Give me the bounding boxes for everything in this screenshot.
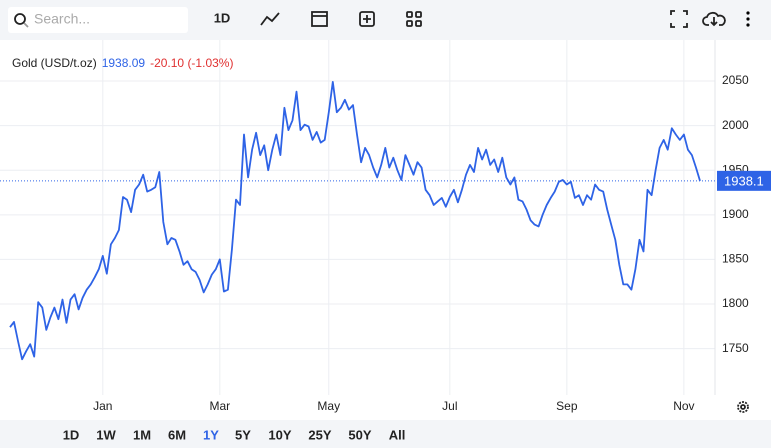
range-button[interactable]: 25Y [308,427,331,442]
price-line [9,81,701,361]
x-tick-label: Jan [93,399,112,413]
search-icon-handle [23,22,29,28]
range-button[interactable]: 1M [133,427,151,442]
range-button[interactable]: 50Y [348,427,371,442]
gear-hole [740,404,746,410]
current-price-label: 1938.1 [724,173,764,188]
fullscreen-icon[interactable] [670,10,688,28]
range-bar [0,420,771,448]
add-indicator-icon[interactable] [359,11,375,27]
search-box[interactable] [8,7,188,33]
dot [746,11,750,15]
x-tick-label: Sep [556,399,578,413]
x-tick-label: May [317,399,340,413]
range-button[interactable]: 6M [168,427,186,442]
cell [406,20,413,27]
last-price: 1938.09 [102,56,146,70]
chart-type-icon[interactable] [260,12,280,26]
y-tick-label: 1900 [722,207,749,221]
layout-icon[interactable] [406,11,422,27]
price-change: -20.10 (-1.03%) [150,56,233,70]
search-placeholder[interactable]: Search... [34,11,90,27]
gear [737,401,749,413]
range-button[interactable]: 1Y [203,427,219,442]
range-button[interactable]: 10Y [268,427,291,442]
range-button[interactable]: All [389,427,406,442]
y-tick-label: 1850 [722,252,749,266]
dot [746,17,750,21]
range-button[interactable]: 1W [96,427,116,442]
legend: Gold (USD/t.oz) 1938.09 -20.10 (-1.03%) [12,56,233,70]
dot [746,23,750,27]
calendar-icon[interactable] [311,11,328,27]
search-icon [14,13,26,25]
menu-icon[interactable] [746,11,750,27]
y-tick-label: 2000 [722,118,749,132]
y-tick-label: 1750 [722,341,749,355]
x-tick-label: Mar [209,399,230,413]
x-tick-label: Nov [673,399,694,413]
y-tick-label: 1800 [722,296,749,310]
current-price-box [717,170,771,191]
download-icon[interactable] [702,11,726,27]
cell [406,11,413,18]
range-button[interactable]: 5Y [235,427,251,442]
range-button[interactable]: 1D [63,427,80,442]
instrument-name: Gold (USD/t.oz) [12,56,97,70]
add-box [359,11,375,27]
cell [415,11,422,18]
cell [415,20,422,27]
y-tick-label: 2050 [722,73,749,87]
x-tick-label: Jul [442,399,457,413]
add-plus [363,15,371,23]
interval-button[interactable]: 1D [214,10,231,25]
calendar-body [311,11,328,27]
settings-icon[interactable] [737,401,749,413]
